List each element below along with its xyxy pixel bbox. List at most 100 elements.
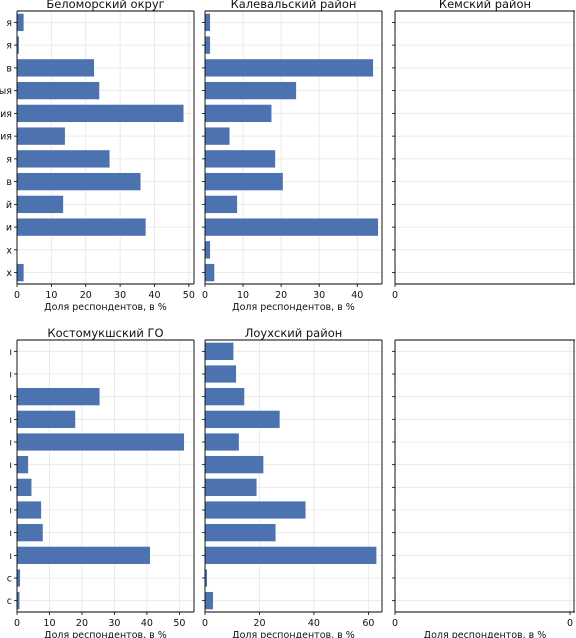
bar [204,13,211,32]
y-tick-label: ı [9,528,12,539]
bar [204,172,284,191]
bar [16,127,66,146]
bar [204,455,264,474]
x-tick-label: 20 [76,618,88,629]
x-tick-label: 40 [148,290,160,301]
bar [16,568,21,588]
y-tick-label: и [6,223,12,234]
y-tick-label: ı [9,415,12,426]
x-tick-label: 0 [202,618,208,629]
x-axis-label: Доля респондентов, в % [424,630,547,638]
bar [16,500,42,520]
x-tick-label: 40 [141,618,153,629]
bar [204,523,277,542]
chart-panel-3: 0 Кемский район [392,0,575,301]
bar [204,81,297,100]
bar [204,218,379,237]
bar [16,410,76,429]
bar [204,104,272,123]
y-tick-label: ı [9,460,12,471]
bar [204,500,306,520]
x-tick-label: 0 [14,618,20,629]
x-tick-label: 0 [392,618,398,629]
x-tick-label: 30 [313,290,325,301]
bar [16,455,29,474]
bar [204,387,245,406]
chart-title: Калевальский район [231,0,357,11]
x-tick-label: 10 [237,290,249,301]
y-tick-label: ı [9,483,12,494]
bar [204,149,276,168]
y-tick-label: в [6,177,12,188]
bar [204,364,237,384]
x-tick-label: 50 [183,290,195,301]
x-tick-label: 40 [308,618,320,629]
y-tick-label: ı [9,551,12,562]
x-tick-label: 10 [45,290,57,301]
y-tick-label: ı [9,392,12,403]
y-tick-label: х [6,245,12,256]
x-axis-label: Доля респондентов, в % [44,630,167,638]
chart-title: Лоухский район [245,326,343,340]
bar [204,58,374,77]
bar [16,13,25,32]
x-tick-label: 20 [253,618,265,629]
bar [16,58,95,77]
bar [16,195,64,214]
x-tick-label: 50 [173,618,185,629]
bar [204,546,377,565]
bar [16,104,184,123]
bar [204,240,211,259]
bar [16,546,151,565]
bar [204,263,215,282]
x-tick-label: 0 [392,290,398,301]
bar [204,195,238,214]
chart-title: Беломорский округ [46,0,164,11]
x-tick-label: 0 [567,618,573,629]
y-tick-label: й [6,200,12,211]
bar [204,342,234,361]
x-tick-label: 0 [202,290,208,301]
x-tick-label: 30 [108,618,120,629]
chart-panel-6: 0 0 Доля респондентов, в % [392,339,575,638]
y-tick-label: ыя [0,86,12,97]
chart-title: Кемский район [439,0,531,11]
x-axis-label: Доля респондентов, в % [232,302,355,313]
bar [16,432,185,452]
bar [16,523,44,542]
x-tick-label: 0 [14,290,20,301]
bar [16,81,100,100]
bar [204,36,211,55]
bar [204,478,257,497]
y-tick-label: c [7,574,12,585]
y-tick-label: я [6,41,12,52]
bar [204,432,240,452]
bar [204,591,214,610]
y-tick-label: c [7,596,12,607]
y-tick-label: ı [9,506,12,517]
x-tick-label: 30 [114,290,126,301]
x-tick-label: 40 [351,290,363,301]
y-tick-label: ı [9,438,12,449]
y-tick-label: х [6,268,12,279]
x-tick-label: 10 [43,618,55,629]
y-tick-label: я [6,154,12,165]
x-tick-label: 60 [362,618,374,629]
x-tick-label: 20 [275,290,287,301]
bar [16,263,25,282]
y-tick-label: ия [0,132,12,143]
chart-title: Костомукшский ГО [47,326,163,340]
y-tick-label: ı [9,370,12,381]
bar [16,172,141,191]
y-tick-label: в [6,63,12,74]
y-tick-label: ия [0,109,12,120]
chart-panel-5: 0 20 40 60 Доля респондентов, в % Лоухский ра… [202,326,383,638]
x-axis-label: Доля респондентов, в % [44,302,167,313]
x-tick-label: 20 [80,290,92,301]
y-tick-label: ı [9,347,12,358]
x-axis-label: Доля респондентов, в % [232,630,355,638]
